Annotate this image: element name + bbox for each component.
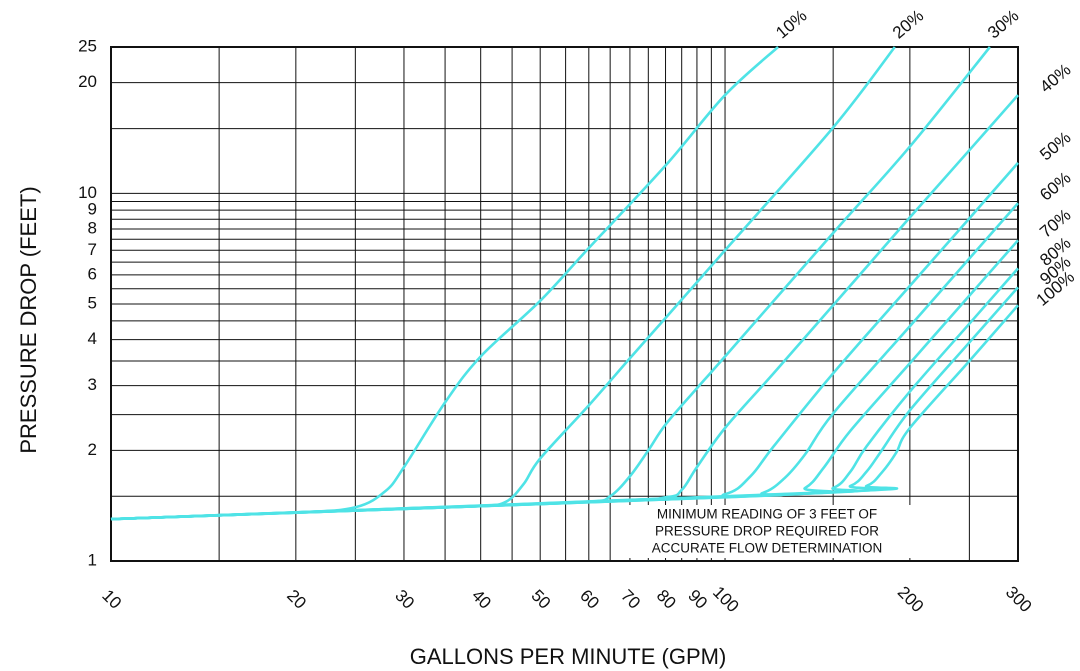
y-tick-label: 9 <box>88 200 97 219</box>
y-tick-label: 3 <box>88 375 97 394</box>
y-axis-label: PRESSURE DROP (FEET) <box>16 186 41 453</box>
curve <box>110 304 1019 521</box>
curve-label: 10% <box>772 6 810 42</box>
x-tick-label: 20 <box>283 586 310 613</box>
x-tick-label: 50 <box>528 586 555 613</box>
plot-border <box>110 46 1019 562</box>
x-tick-label: 60 <box>576 586 603 613</box>
curve <box>110 286 1019 521</box>
y-tick-label: 10 <box>78 183 97 202</box>
annotation: PRESSURE DROP REQUIRED FOR <box>655 524 879 539</box>
x-tick-label: 100 <box>709 583 742 616</box>
curve-label: 60% <box>1036 168 1074 204</box>
annotation-box <box>612 505 922 558</box>
curve-label: 70% <box>1036 205 1074 241</box>
y-tick-label: 7 <box>88 240 97 259</box>
x-tick-label: 10 <box>98 586 125 613</box>
x-axis-label: GALLONS PER MINUTE (GPM) <box>410 644 727 669</box>
y-tick-label: 2 <box>88 440 97 459</box>
y-tick-label: 6 <box>88 264 97 283</box>
annotation: ACCURATE FLOW DETERMINATION <box>652 541 883 556</box>
y-tick-label: 1 <box>88 550 97 569</box>
curve <box>110 94 1019 521</box>
x-tick-label: 300 <box>1002 583 1035 616</box>
y-tick-label: 4 <box>88 329 97 348</box>
y-tick-label: 25 <box>78 36 97 55</box>
y-tick-label: 5 <box>88 293 97 312</box>
annotation: MINIMUM READING OF 3 FEET OF <box>657 507 877 522</box>
x-tick-label: 90 <box>684 586 711 613</box>
curve-label: 50% <box>1036 128 1074 164</box>
x-tick-label: 80 <box>653 586 680 613</box>
curve <box>110 46 779 521</box>
curve-label: 30% <box>984 6 1022 42</box>
y-tick-label: 8 <box>88 218 97 237</box>
curve <box>110 46 896 521</box>
x-tick-label: 200 <box>894 583 927 616</box>
x-tick-label: 30 <box>391 586 418 613</box>
curve <box>110 239 1019 521</box>
curve <box>110 162 1019 521</box>
x-tick-label: 70 <box>617 586 644 613</box>
curve-label: 20% <box>889 6 927 42</box>
x-tick-label: 40 <box>468 586 495 613</box>
curve-label: 40% <box>1036 60 1074 96</box>
y-tick-label: 20 <box>78 72 97 91</box>
